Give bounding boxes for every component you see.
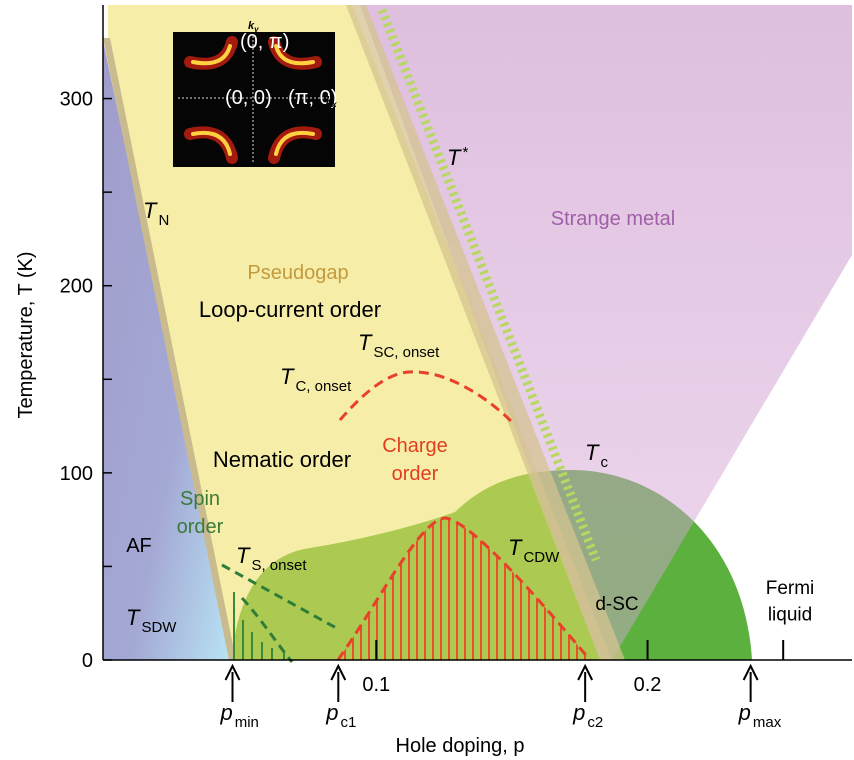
region-label: d-SC: [595, 594, 638, 615]
symbol: T: [143, 198, 158, 223]
region-label: AF: [126, 535, 152, 557]
symbol: T: [508, 535, 523, 560]
symbol: T: [236, 543, 251, 568]
chart: (0, π) (0, 0) (π, 0) ky kx Pseudogap Loo…: [0, 0, 854, 760]
y-tick-label: 200: [60, 276, 93, 298]
symbol: p: [738, 700, 751, 725]
y-tick-label: 300: [60, 89, 93, 111]
y-axis-label: Temperature, T (K): [15, 251, 37, 418]
inset-label: (0, π): [240, 31, 289, 53]
symbol-sub: C, onset: [295, 378, 352, 395]
x-tick-label: 0.2: [634, 674, 662, 696]
y-tick-label: 0: [82, 650, 93, 672]
inset-label: (0, 0): [225, 87, 272, 109]
symbol-sub: S, onset: [251, 557, 307, 574]
symbol: p: [325, 700, 338, 725]
symbol-sub: max: [753, 714, 782, 731]
symbol-sub: c: [600, 454, 608, 471]
symbol: p: [572, 700, 585, 725]
symbol: T: [358, 330, 373, 355]
region-label: Strange metal: [551, 208, 676, 230]
symbol-sub: c1: [341, 714, 357, 731]
symbol: p: [219, 700, 232, 725]
symbol-sub: SC, onset: [373, 344, 440, 361]
symbol-sub: c2: [587, 714, 603, 731]
symbol: T: [280, 364, 295, 389]
inset: (0, π) (0, 0) (π, 0) ky kx: [173, 20, 337, 167]
symbol-sub: *: [462, 144, 468, 161]
symbol-sub: SDW: [141, 619, 177, 636]
x-axis-label: Hole doping, p: [396, 735, 525, 757]
symbol-sub: min: [235, 714, 259, 731]
symbol: T: [447, 145, 462, 170]
symbol: T: [585, 440, 600, 465]
y-tick-label: 100: [60, 463, 93, 485]
region-label: Loop-current order: [199, 297, 381, 322]
symbol: T: [126, 605, 141, 630]
x-tick-label: 0.1: [362, 674, 390, 696]
symbol-sub: N: [158, 212, 169, 229]
region-label: Nematic order: [213, 447, 351, 472]
symbol-sub: CDW: [523, 549, 560, 566]
region-label: Pseudogap: [247, 262, 348, 284]
